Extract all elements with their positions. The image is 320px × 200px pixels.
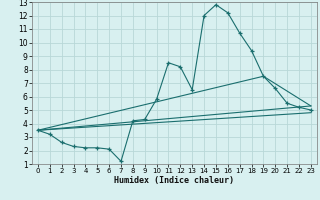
- X-axis label: Humidex (Indice chaleur): Humidex (Indice chaleur): [115, 176, 234, 185]
